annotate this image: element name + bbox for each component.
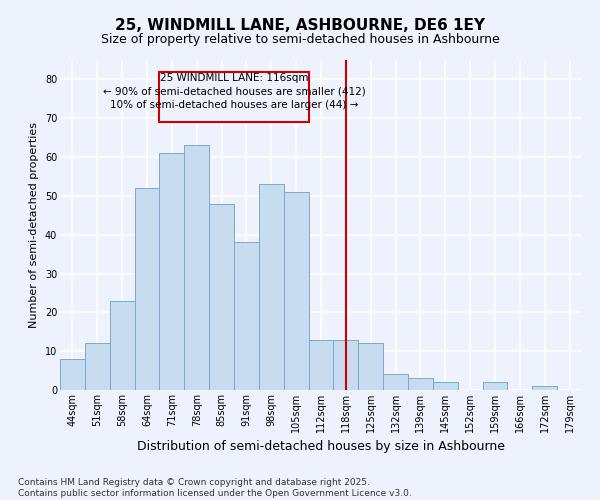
- Bar: [482, 382, 508, 390]
- Text: Size of property relative to semi-detached houses in Ashbourne: Size of property relative to semi-detach…: [101, 32, 499, 46]
- Bar: [532, 386, 557, 390]
- Bar: [334, 340, 358, 390]
- Bar: [134, 188, 160, 390]
- Bar: [184, 146, 209, 390]
- Bar: [308, 340, 334, 390]
- Bar: [358, 344, 383, 390]
- Bar: [234, 242, 259, 390]
- Bar: [160, 153, 184, 390]
- Bar: [284, 192, 308, 390]
- Text: 25, WINDMILL LANE, ASHBOURNE, DE6 1EY: 25, WINDMILL LANE, ASHBOURNE, DE6 1EY: [115, 18, 485, 32]
- Text: Contains HM Land Registry data © Crown copyright and database right 2025.
Contai: Contains HM Land Registry data © Crown c…: [18, 478, 412, 498]
- Bar: [60, 359, 85, 390]
- Text: 25 WINDMILL LANE: 116sqm
← 90% of semi-detached houses are smaller (412)
10% of : 25 WINDMILL LANE: 116sqm ← 90% of semi-d…: [103, 73, 365, 110]
- Bar: [110, 300, 134, 390]
- Bar: [209, 204, 234, 390]
- FancyBboxPatch shape: [160, 72, 308, 122]
- Y-axis label: Number of semi-detached properties: Number of semi-detached properties: [29, 122, 39, 328]
- Bar: [433, 382, 458, 390]
- Bar: [408, 378, 433, 390]
- Bar: [85, 344, 110, 390]
- Bar: [383, 374, 408, 390]
- X-axis label: Distribution of semi-detached houses by size in Ashbourne: Distribution of semi-detached houses by …: [137, 440, 505, 454]
- Bar: [259, 184, 284, 390]
